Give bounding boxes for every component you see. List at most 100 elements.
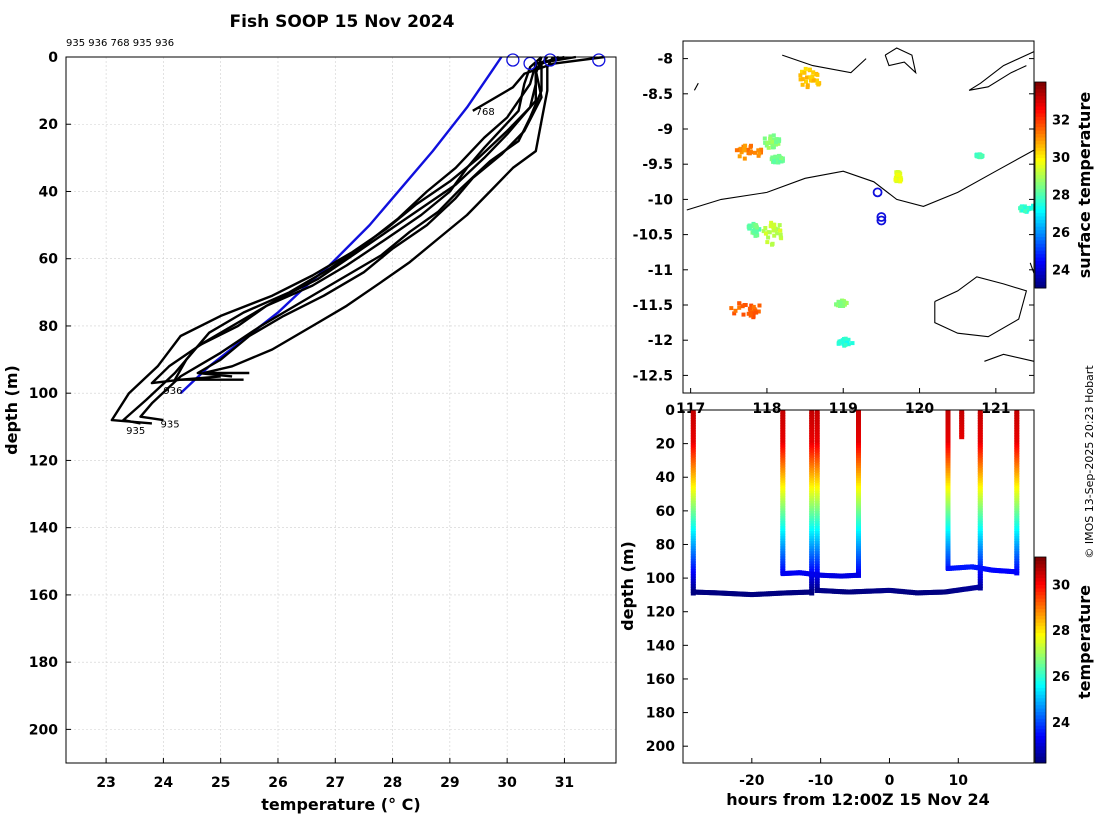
- cast-point: [856, 465, 861, 470]
- cast-point: [690, 475, 696, 480]
- cast-point: [945, 447, 951, 452]
- sst-pixel: [747, 223, 752, 228]
- cast-point: [856, 415, 861, 419]
- tow-point: [819, 588, 824, 594]
- section-colorbar: 24 26 28 30: [1034, 556, 1070, 764]
- cast-point: [1014, 480, 1020, 485]
- cast-point: [945, 505, 951, 510]
- map-axes-box: [682, 40, 1035, 394]
- section-colorbar-step: [1035, 594, 1046, 599]
- cast-point: [977, 571, 983, 576]
- sst-pixel: [761, 229, 766, 234]
- cast-point: [814, 465, 820, 470]
- cast-point: [690, 412, 696, 417]
- sst-pixel: [777, 223, 782, 228]
- cast-point: [977, 508, 983, 513]
- cast-point: [1014, 432, 1020, 437]
- cast-point: [780, 531, 786, 535]
- cast-point: [977, 505, 983, 510]
- sst-pixel: [898, 175, 903, 180]
- section-colorbar-step: [1035, 560, 1046, 565]
- cast-point: [780, 478, 786, 483]
- cast-point: [1014, 553, 1020, 558]
- cast-point: [690, 447, 696, 452]
- cast-point: [814, 505, 820, 510]
- cast-point: [1014, 528, 1020, 533]
- cast-point: [690, 573, 696, 578]
- section-axes-box: [682, 409, 1035, 764]
- section-colorbar-step: [1035, 635, 1046, 640]
- cast-point: [809, 576, 815, 581]
- cast-point: [945, 526, 951, 530]
- cast-point: [945, 483, 951, 488]
- sst-pixel: [739, 150, 744, 155]
- cast-point: [1014, 531, 1020, 535]
- cast-point: [809, 541, 815, 546]
- sst-pixel: [743, 303, 748, 307]
- cast-point: [856, 498, 861, 503]
- cast-point: [977, 465, 983, 470]
- sst-pixel: [732, 311, 737, 316]
- cast-point: [1014, 566, 1020, 571]
- cast-point: [690, 551, 696, 556]
- cast-point: [1014, 515, 1020, 520]
- cast-point: [814, 468, 820, 472]
- cast-point: [780, 480, 786, 485]
- cast-point: [959, 422, 965, 427]
- cast-point: [856, 526, 861, 530]
- map-xtick-label: 117: [676, 401, 705, 417]
- tow-point: [821, 588, 826, 594]
- sst-pixel: [759, 147, 764, 152]
- sst-pixel: [800, 82, 805, 87]
- cast-point: [690, 515, 696, 520]
- cast-point: [1014, 465, 1020, 470]
- sst-pixel: [898, 178, 903, 183]
- cast-point: [945, 455, 951, 460]
- cast-point: [690, 485, 696, 490]
- tow-point: [844, 589, 849, 595]
- cast-point: [959, 412, 965, 417]
- cast-point: [1014, 422, 1020, 427]
- cast-point: [809, 452, 815, 457]
- sst-pixel: [777, 138, 782, 143]
- map-colorbar-step: [1035, 136, 1046, 141]
- cast-point: [856, 412, 861, 417]
- map-colorbar-step: [1035, 167, 1046, 172]
- section-colorbar-step: [1035, 728, 1046, 733]
- cast-point: [945, 480, 951, 485]
- map-colorbar-step: [1035, 219, 1046, 224]
- cast-point: [814, 566, 820, 571]
- left-ytick-label: 200: [29, 722, 58, 738]
- surface-marker: [543, 53, 557, 67]
- cast-point: [1014, 538, 1020, 543]
- map-colorbar-step: [1035, 257, 1046, 262]
- cast-point: [780, 430, 786, 435]
- cast-point: [945, 462, 951, 467]
- section-colorbar-step: [1035, 591, 1046, 596]
- cast-point: [1014, 510, 1020, 515]
- cast-point: [945, 475, 951, 480]
- cast-point: [977, 480, 983, 485]
- map-colorbar-step: [1035, 277, 1046, 282]
- cast-point: [945, 538, 951, 543]
- cast-point: [856, 440, 861, 445]
- section-xlabel: hours from 12:00Z 15 Nov 24: [726, 790, 989, 809]
- cast-point: [809, 460, 815, 465]
- section-colorbar-step: [1035, 656, 1046, 661]
- map-colorbar-step: [1035, 250, 1046, 255]
- cast-point: [856, 480, 861, 485]
- cast-point: [1014, 412, 1020, 417]
- cast-point: [780, 515, 786, 520]
- left-ytick-label: 180: [29, 655, 58, 671]
- tow-point: [1012, 569, 1017, 575]
- tow-point: [802, 570, 807, 576]
- cast-point: [809, 584, 815, 588]
- cast-point: [809, 578, 815, 583]
- cast-point: [814, 440, 820, 445]
- cast-point: [1014, 475, 1020, 480]
- cast-point: [809, 422, 815, 427]
- cast-point: [856, 437, 861, 442]
- cast-point: [809, 581, 815, 586]
- sst-pixel: [737, 301, 742, 306]
